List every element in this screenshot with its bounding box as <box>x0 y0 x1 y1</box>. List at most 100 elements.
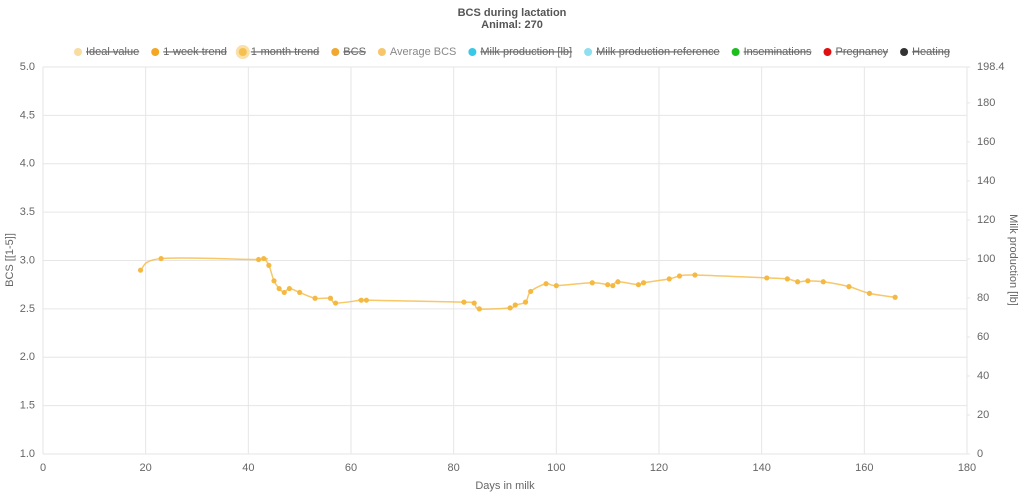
legend-label: Heating <box>912 46 950 58</box>
y-tick-label: 2.0 <box>20 351 35 363</box>
legend-label: 1-week trend <box>163 46 227 58</box>
data-point <box>892 294 898 300</box>
data-point <box>522 299 529 305</box>
series-line <box>140 257 896 310</box>
data-point <box>507 305 513 311</box>
legend-label: BCS <box>343 46 366 58</box>
data-point <box>266 262 272 268</box>
legend-item[interactable]: BCS <box>331 46 366 58</box>
x-tick-label: 180 <box>958 462 976 474</box>
legend-item[interactable]: Average BCS <box>377 46 456 58</box>
data-point <box>327 295 334 301</box>
data-point <box>358 297 364 303</box>
data-point <box>281 289 287 296</box>
x-tick-label: 160 <box>855 462 873 474</box>
data-point <box>476 306 482 312</box>
x-tick-label: 100 <box>547 462 565 474</box>
legend-item[interactable]: Inseminations <box>731 46 812 58</box>
y-tick-label: 5.0 <box>20 61 35 73</box>
y-axis-label: BCS [[1-5]] <box>4 233 16 287</box>
data-point <box>605 282 611 288</box>
legend-label: Average BCS <box>390 46 456 58</box>
data-point <box>312 295 318 301</box>
legend-item[interactable]: Milk production [lb] <box>468 46 572 58</box>
legend-item[interactable]: Milk production reference <box>584 46 720 58</box>
data-point <box>261 255 267 262</box>
legend-symbol <box>74 48 82 56</box>
data-point <box>784 276 790 282</box>
data-point <box>846 284 852 290</box>
y2-tick-label: 20 <box>977 409 989 421</box>
data-point <box>276 285 282 292</box>
y2-tick-label: 60 <box>977 331 989 343</box>
data-point <box>471 300 477 306</box>
data-point <box>641 280 647 286</box>
legend-symbol <box>331 48 340 56</box>
data-point <box>589 280 595 286</box>
legend-label: 1-month trend <box>251 46 319 58</box>
legend-symbol <box>468 48 477 56</box>
legend-item[interactable]: 1-month trend <box>235 45 319 59</box>
y-tick-label: 2.5 <box>20 303 35 315</box>
y-tick-label: 4.5 <box>20 109 35 121</box>
legend-label: Milk production reference <box>596 46 720 58</box>
y2-tick-label: 180 <box>977 97 995 109</box>
legend: Ideal value 1-week trend 1-month trend BCS A… <box>74 45 950 59</box>
data-point <box>692 272 698 278</box>
data-point <box>553 283 559 289</box>
data-point <box>363 297 369 303</box>
y2-tick-label: 120 <box>977 214 995 226</box>
data-point <box>543 281 549 287</box>
data-point <box>615 279 621 285</box>
y2-tick-label: 40 <box>977 370 989 382</box>
y2-tick-label: 0 <box>977 448 983 460</box>
x-tick-label: 140 <box>752 462 770 474</box>
data-point <box>805 278 811 284</box>
data-point <box>528 288 534 295</box>
y2-tick-label: 100 <box>977 253 995 265</box>
data-point <box>137 267 144 273</box>
legend-symbol <box>731 48 740 56</box>
legend-label: Pregnancy <box>835 46 888 58</box>
data-point <box>820 279 826 285</box>
y-tick-label: 4.0 <box>20 158 35 170</box>
legend-symbol <box>377 48 386 56</box>
y2-tick-label: 140 <box>977 175 995 187</box>
data-point <box>610 283 616 289</box>
data-point <box>461 299 467 305</box>
chart-title: BCS during lactation <box>458 7 567 19</box>
data-point <box>676 273 683 279</box>
data-point <box>512 302 518 308</box>
data-point <box>256 256 262 263</box>
data-point <box>333 300 339 306</box>
legend-item[interactable]: 1-week trend <box>151 46 227 58</box>
y2-tick-label: 198.4 <box>977 61 1005 73</box>
y2-axis-label: Milk production [lb] <box>1007 214 1019 306</box>
y-tick-label: 1.5 <box>20 400 35 412</box>
data-point <box>158 255 164 262</box>
legend-symbol <box>823 48 832 56</box>
x-tick-label: 80 <box>448 462 460 474</box>
legend-symbol <box>238 48 247 56</box>
y-tick-label: 3.5 <box>20 206 35 218</box>
data-point <box>635 282 642 288</box>
x-tick-label: 120 <box>650 462 668 474</box>
data-point <box>795 279 801 285</box>
y-tick-label: 1.0 <box>20 448 35 460</box>
legend-item[interactable]: Ideal value <box>74 46 139 58</box>
legend-symbol <box>151 48 160 56</box>
x-tick-label: 60 <box>345 462 357 474</box>
data-point <box>271 278 277 284</box>
legend-symbol <box>584 48 593 56</box>
legend-item[interactable]: Heating <box>900 46 950 58</box>
y-tick-label: 3.0 <box>20 254 35 266</box>
legend-item[interactable]: Pregnancy <box>823 46 889 58</box>
data-point <box>764 275 770 281</box>
chart-subtitle: Animal: 270 <box>481 19 543 31</box>
x-axis-label: Days in milk <box>475 480 535 492</box>
legend-symbol <box>900 48 909 56</box>
legend-label: Milk production [lb] <box>480 46 572 58</box>
x-tick-label: 40 <box>242 462 254 474</box>
data-point <box>866 290 873 296</box>
